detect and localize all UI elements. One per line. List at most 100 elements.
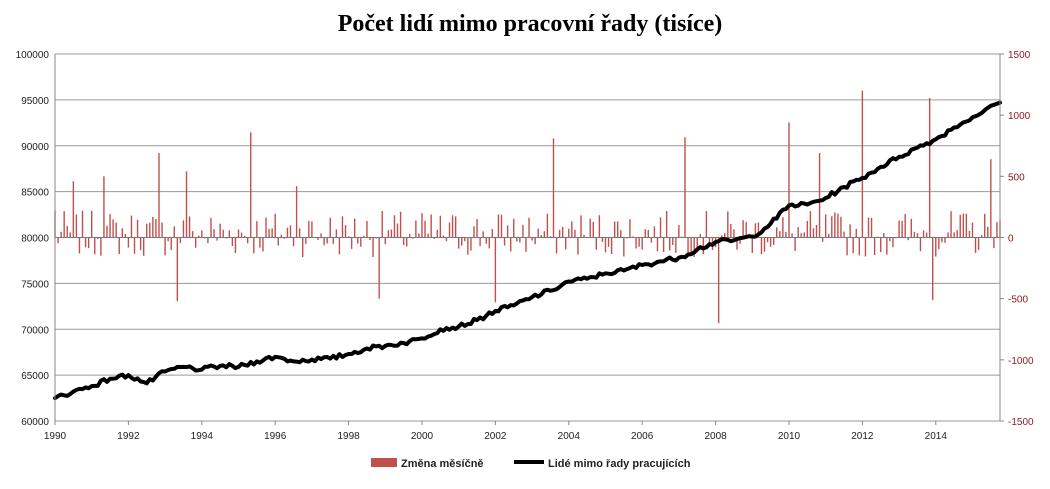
- x-tick-label: 1996: [264, 431, 287, 442]
- bar: [305, 237, 307, 244]
- y-right-tick-label: 0: [1008, 234, 1014, 245]
- bar: [369, 237, 371, 241]
- x-tick-label: 1990: [44, 431, 67, 442]
- bar: [607, 237, 610, 247]
- bar: [494, 237, 497, 303]
- bar: [445, 237, 448, 242]
- bar: [534, 237, 536, 245]
- bar: [730, 224, 732, 238]
- bar: [990, 159, 992, 238]
- bar: [393, 215, 396, 238]
- bar: [298, 228, 301, 238]
- bar: [812, 228, 815, 238]
- bar: [320, 233, 322, 238]
- bar: [207, 237, 209, 244]
- bar: [170, 237, 172, 251]
- bar: [580, 215, 582, 238]
- bar: [112, 219, 114, 238]
- y-right-tick-label: -1000: [1008, 356, 1034, 367]
- bar: [201, 230, 203, 238]
- bar: [598, 215, 601, 238]
- bar: [228, 230, 231, 238]
- bar: [858, 237, 861, 256]
- bar: [415, 220, 417, 238]
- bar: [843, 231, 845, 238]
- bar: [439, 215, 442, 238]
- bar: [837, 213, 839, 238]
- bar: [935, 237, 937, 257]
- bar: [136, 219, 139, 238]
- bar: [286, 227, 289, 238]
- bar: [173, 226, 175, 238]
- line-series: [53, 100, 1002, 401]
- bar: [696, 237, 698, 252]
- bar: [546, 213, 549, 238]
- bar: [739, 237, 741, 244]
- bar: [103, 176, 105, 238]
- bar: [803, 232, 805, 238]
- bar: [916, 233, 919, 238]
- bar: [589, 218, 591, 238]
- bar: [647, 229, 650, 238]
- bar: [522, 224, 524, 238]
- bar: [620, 230, 622, 238]
- bar: [601, 237, 604, 242]
- bar: [613, 221, 616, 238]
- bar: [155, 219, 157, 238]
- bar: [442, 235, 445, 238]
- bar: [840, 216, 842, 238]
- bar: [901, 220, 903, 238]
- bar: [482, 231, 484, 238]
- bar: [87, 237, 90, 249]
- bar: [448, 222, 451, 238]
- bar: [617, 221, 619, 238]
- bar: [60, 231, 62, 238]
- legend-bar-swatch: [371, 458, 397, 467]
- bar: [776, 227, 778, 238]
- bar: [944, 237, 946, 243]
- bar: [292, 237, 295, 247]
- bar: [118, 237, 120, 255]
- bar: [528, 217, 530, 238]
- bar: [464, 237, 466, 242]
- y-left-tick-label: 60000: [21, 417, 49, 428]
- bar: [922, 230, 925, 238]
- bar: [629, 219, 631, 238]
- bar: [152, 216, 154, 238]
- bar: [213, 229, 215, 238]
- bar: [919, 237, 922, 252]
- bar: [467, 237, 469, 255]
- bar: [344, 225, 347, 238]
- bar: [708, 237, 711, 243]
- bar: [350, 237, 353, 249]
- bar: [402, 237, 405, 246]
- bar: [889, 237, 891, 242]
- bar: [222, 229, 224, 238]
- bar: [809, 211, 812, 238]
- bar: [947, 232, 949, 238]
- bar: [115, 222, 117, 238]
- bar: [246, 237, 249, 244]
- bar: [583, 234, 585, 238]
- bar: [476, 219, 478, 238]
- bar: [250, 132, 252, 238]
- bar: [194, 237, 197, 248]
- bar: [381, 210, 383, 238]
- bar: [855, 228, 857, 238]
- bar: [317, 237, 319, 240]
- bar: [409, 233, 411, 238]
- bar: [271, 228, 273, 238]
- bar: [938, 237, 940, 250]
- bar: [372, 237, 374, 257]
- bar: [662, 237, 665, 252]
- bar: [421, 213, 423, 238]
- bar: [824, 214, 827, 238]
- bar: [736, 237, 738, 250]
- bar: [540, 235, 542, 238]
- bar: [864, 237, 867, 257]
- bar: [500, 214, 503, 238]
- bar: [430, 214, 432, 238]
- bar: [323, 237, 325, 246]
- bar: [341, 216, 344, 238]
